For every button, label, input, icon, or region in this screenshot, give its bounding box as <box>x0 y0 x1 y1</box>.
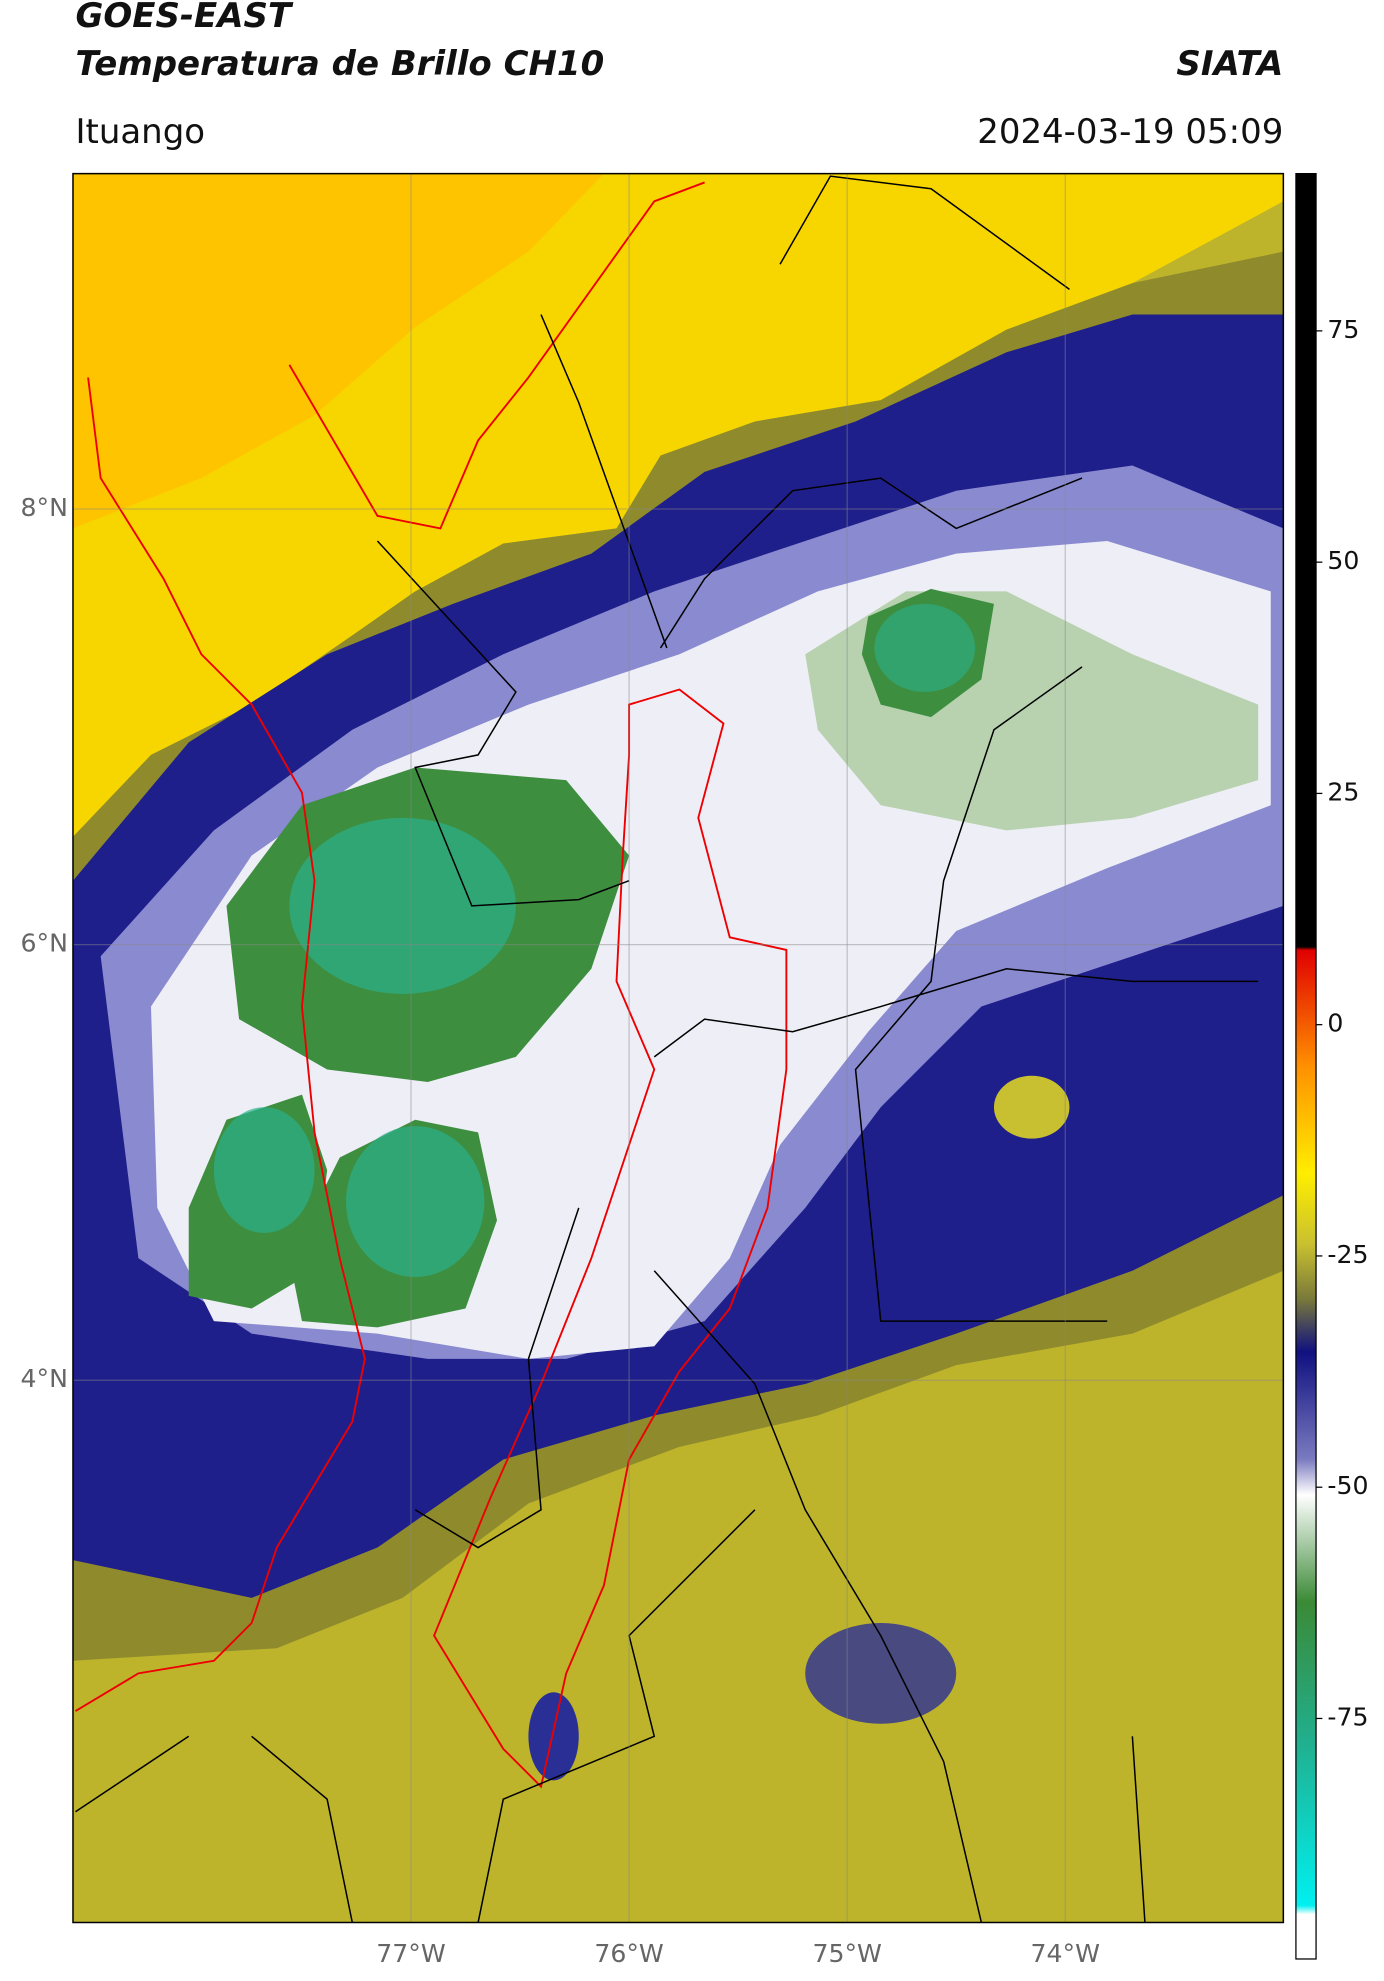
x-tick-label: 74°W <box>1031 1939 1101 1968</box>
subtitle: Temperatura de Brillo CH10 <box>75 44 604 84</box>
colorbar-tick-label: 0 <box>1327 1009 1343 1038</box>
satellite-image <box>72 173 1284 1923</box>
colorbar-tick-label: 25 <box>1327 777 1359 806</box>
timestamp: 2024-03-19 05:09 <box>977 112 1283 152</box>
colorbar-tick-label: 50 <box>1327 546 1359 575</box>
y-tick-label: 6°N <box>21 929 68 958</box>
x-tick-label: 75°W <box>812 1939 882 1968</box>
x-tick-label: 77°W <box>376 1939 446 1968</box>
colorbar-tick-label: 75 <box>1327 315 1359 344</box>
x-tick-label: 76°W <box>594 1939 664 1968</box>
brand: SIATA <box>1176 44 1283 84</box>
colorbar-tick-label: -25 <box>1327 1240 1368 1269</box>
map-frame <box>72 172 1285 1924</box>
colorbar-tick-label: -50 <box>1327 1471 1368 1500</box>
y-tick-label: 8°N <box>21 493 68 522</box>
location: Ituango <box>75 112 205 152</box>
colorbar-tick-label: -75 <box>1327 1702 1368 1731</box>
grid <box>72 173 1284 1923</box>
title: GOES-EAST <box>75 0 293 36</box>
y-tick-label: 4°N <box>21 1364 68 1393</box>
colorbar <box>1295 172 1317 1960</box>
